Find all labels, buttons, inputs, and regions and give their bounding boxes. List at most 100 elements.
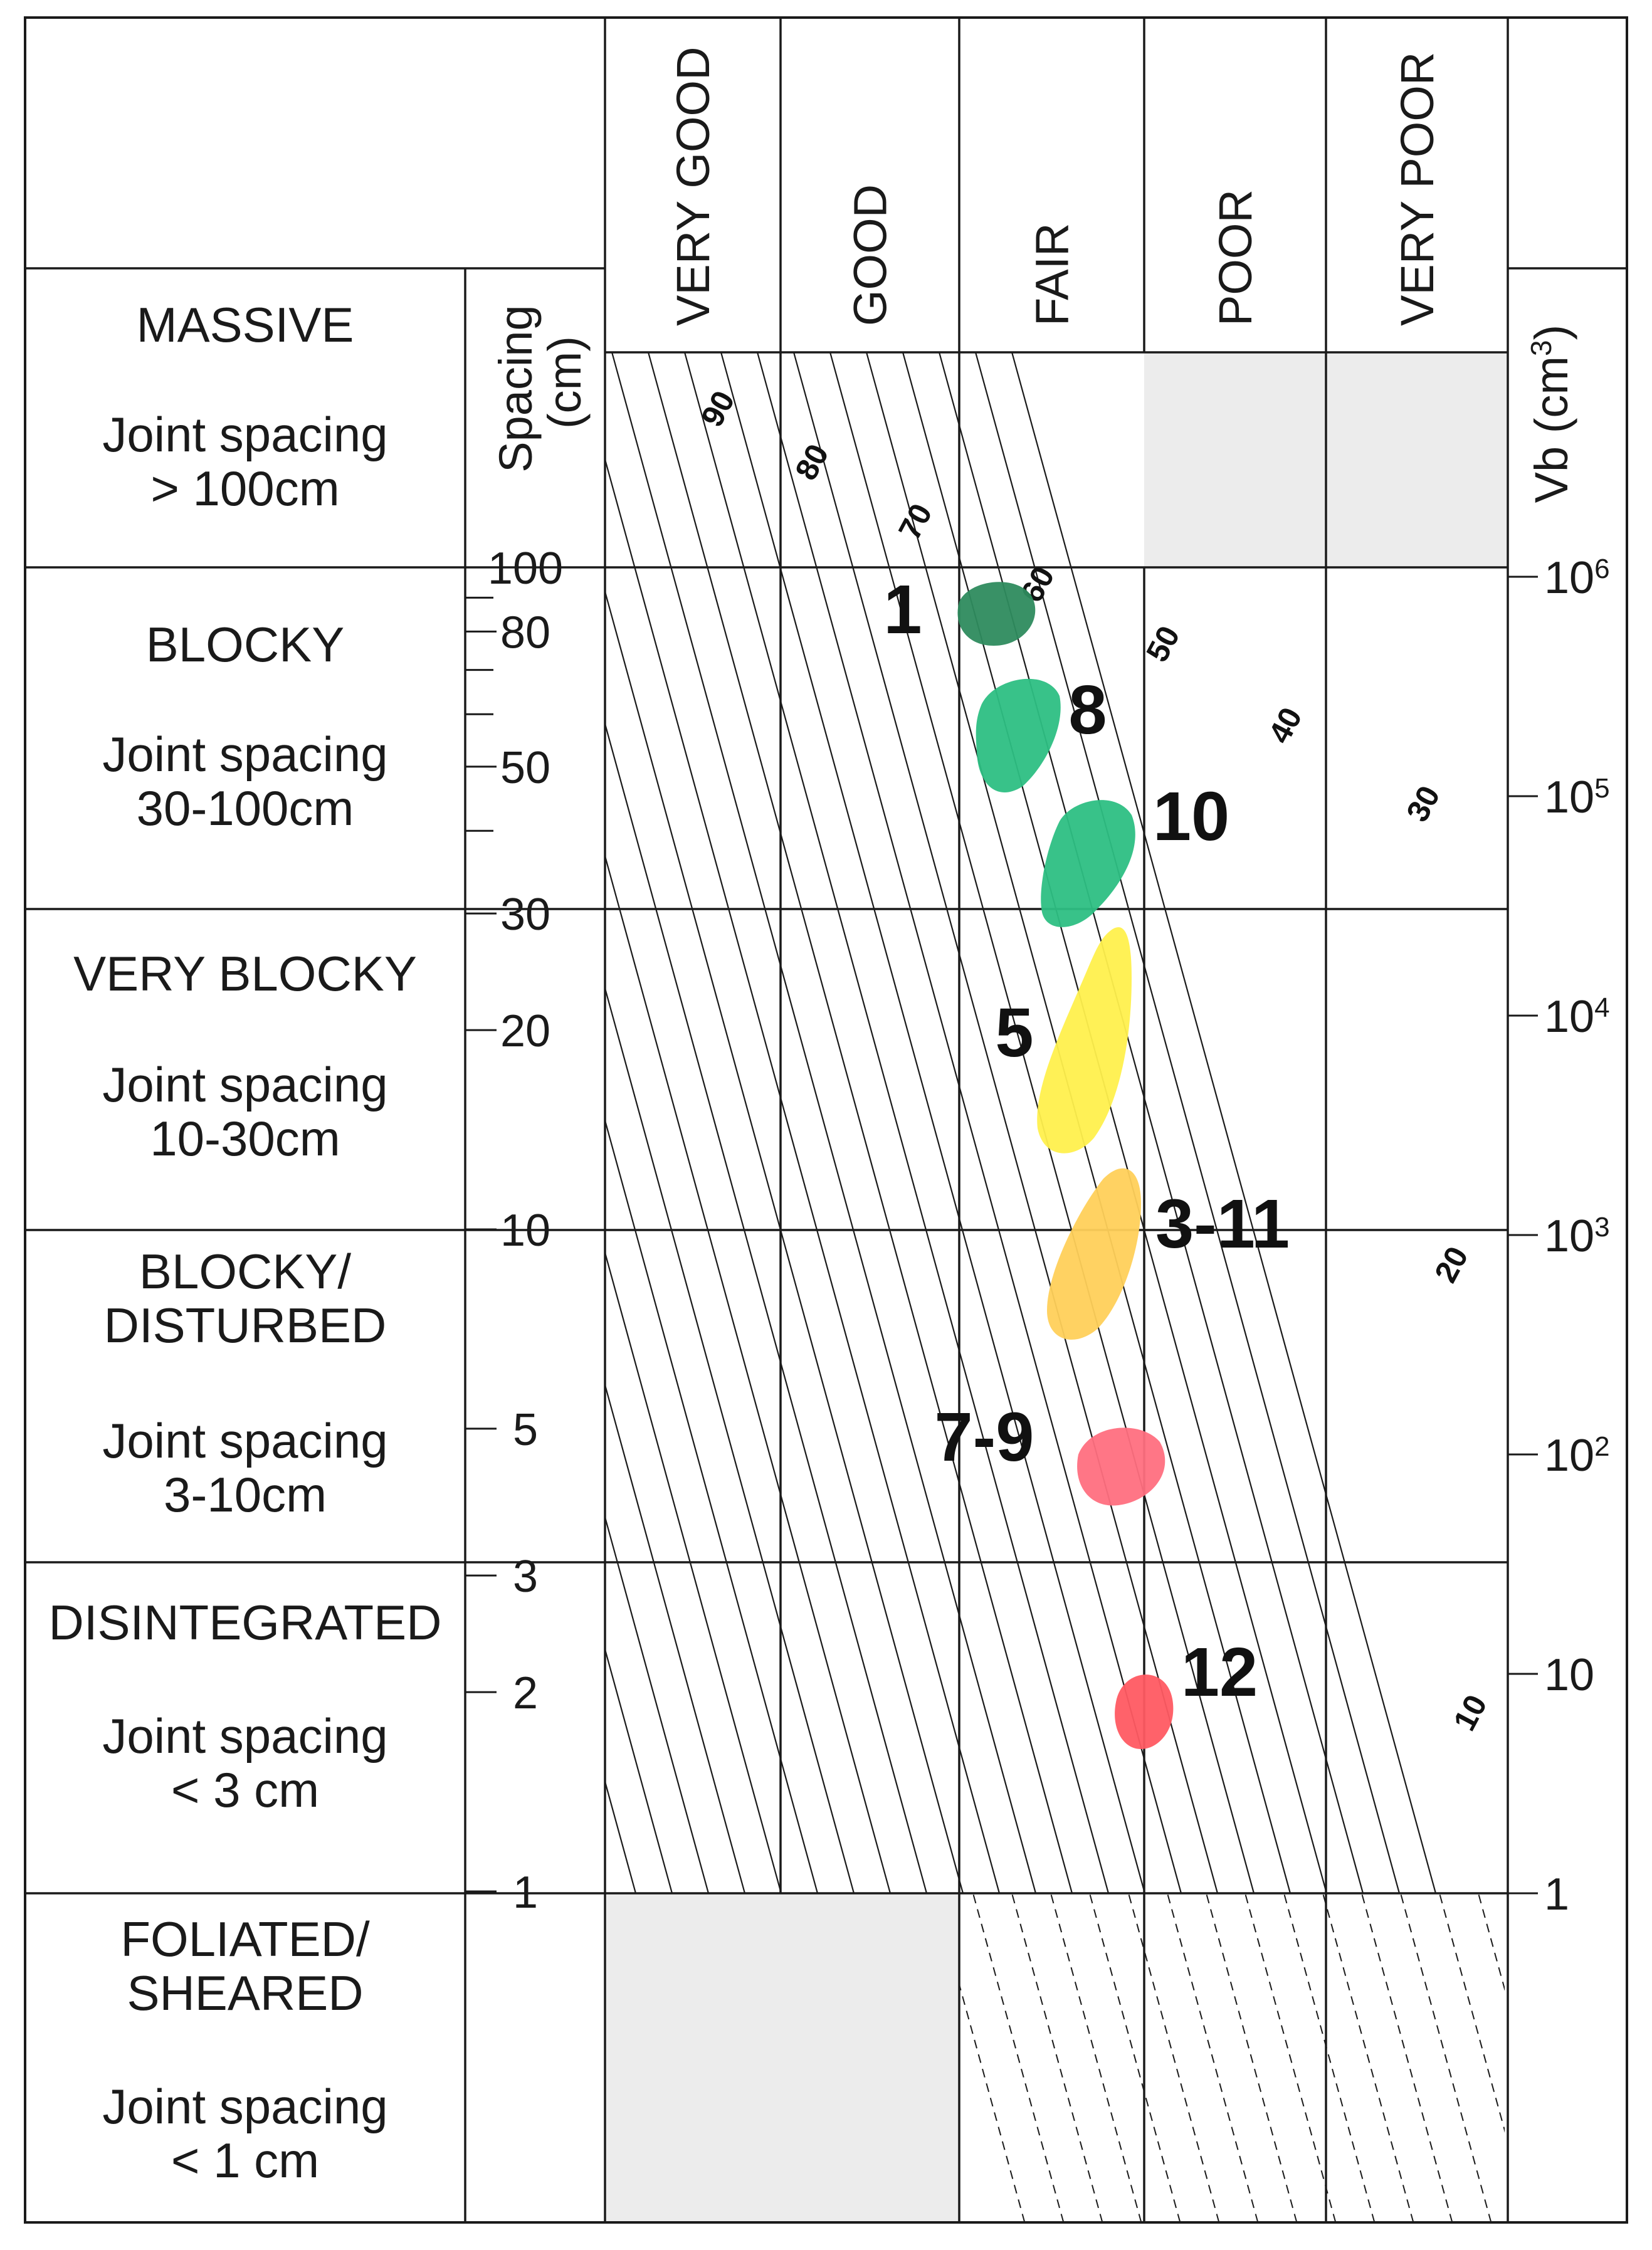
sample-point-label: 8 <box>1068 671 1107 749</box>
sample-point-label: 5 <box>995 994 1033 1071</box>
vb-axis-label: Vb (cm3) <box>1525 325 1577 503</box>
structure-class-name: DISTURBED <box>104 1298 387 1353</box>
sample-point-label: 3-11 <box>1155 1185 1290 1263</box>
gsi-contour-label: 50 <box>1139 620 1187 667</box>
dashed-hatch-line <box>1244 1893 1337 2222</box>
joint-spacing-text: Joint spacing <box>102 2079 387 2134</box>
vb-tick-label: 106 <box>1544 553 1610 603</box>
sample-point-label: 1 <box>883 571 922 648</box>
joint-spacing-text: Joint spacing <box>102 1413 387 1468</box>
surface-condition-label: VERY POOR <box>1391 52 1443 326</box>
dashed-hatch-line <box>959 1982 1026 2222</box>
spacing-tick-label: 80 <box>500 607 550 658</box>
vb-tick-label: 104 <box>1544 992 1610 1042</box>
sample-point-blob <box>957 582 1036 646</box>
sample-point-label: 7-9 <box>935 1399 1034 1476</box>
gsi-contour-label: 70 <box>892 498 939 545</box>
sample-point-blob <box>1077 1427 1165 1506</box>
spacing-tick-label: 3 <box>513 1552 538 1602</box>
structure-class-name: MASSIVE <box>137 297 354 352</box>
sample-point-label: 10 <box>1153 778 1229 855</box>
hatch-line <box>611 352 1037 1893</box>
sample-point-blob <box>1037 927 1132 1154</box>
dashed-hatch-line <box>1050 1893 1142 2222</box>
gsi-contour-label: 20 <box>1428 1241 1475 1288</box>
joint-spacing-text: < 3 cm <box>171 1762 319 1817</box>
hatch-line <box>605 352 928 1893</box>
spacing-tick-label: 30 <box>500 890 550 940</box>
joint-spacing-text: Joint spacing <box>102 407 387 462</box>
hatch-line <box>605 352 1001 1893</box>
sample-point-blob <box>976 678 1061 792</box>
joint-spacing-text: 10-30cm <box>150 1111 340 1166</box>
outer-border <box>24 16 1628 2224</box>
hatch-line <box>756 352 1182 1893</box>
structure-class-name: FOLIATED/ <box>120 1911 370 1967</box>
surface-condition-headers: VERY GOOD GOOD FAIR POOR VERY POOR <box>667 46 1443 326</box>
surface-condition-label: GOOD <box>844 184 897 326</box>
vb-tick-label: 103 <box>1544 1211 1610 1261</box>
gsi-contour-label: 90 <box>694 385 742 432</box>
dashed-hatch-line <box>1011 1893 1103 2222</box>
dashed-hatch-line <box>972 1893 1065 2222</box>
joint-spacing-text: 3-10cm <box>164 1467 327 1522</box>
spacing-axis: Spacing(cm) 100 80 50 30 20 10 5 3 2 1 <box>465 305 591 1918</box>
gsi-contour-label: 30 <box>1399 780 1447 827</box>
gsi-contour-label: 10 <box>1446 1689 1494 1736</box>
spacing-tick-label: 10 <box>500 1206 550 1256</box>
hatch-line <box>605 352 964 1893</box>
structure-class-name: SHEARED <box>127 1965 363 2021</box>
structure-class-name: DISINTEGRATED <box>49 1595 442 1650</box>
spacing-tick-label: 50 <box>500 743 550 793</box>
dashed-hatch-line <box>1478 1893 1505 1992</box>
dashed-hatch-line <box>1400 1893 1492 2222</box>
dashed-hatch-line <box>1322 1893 1414 2222</box>
joint-spacing-text: > 100cm <box>150 461 339 516</box>
spacing-tick-label: 100 <box>488 544 563 594</box>
joint-spacing-text: Joint spacing <box>102 1708 387 1764</box>
hatch-line <box>605 352 892 1893</box>
dashed-hatch-line <box>1439 1893 1505 2133</box>
joint-spacing-text: 30-100cm <box>137 781 354 836</box>
hatch-line <box>605 352 855 1893</box>
hatch-line <box>974 352 1401 1893</box>
dashed-hatch-line <box>1128 1893 1220 2222</box>
dashed-hatch-line <box>1089 1893 1181 2222</box>
dashed-hatch-line <box>1167 1893 1259 2222</box>
vb-tick-label: 10 <box>1544 1650 1594 1700</box>
spacing-axis-unit: (cm) <box>539 336 591 429</box>
dashed-hatch-line <box>1206 1893 1298 2222</box>
joint-spacing-text: Joint spacing <box>102 727 387 782</box>
hatch-line <box>902 352 1328 1893</box>
structure-class-name: VERY BLOCKY <box>73 946 417 1001</box>
spacing-tick-label: 1 <box>513 1868 538 1918</box>
dashed-hatch-line <box>1556 1893 1646 2222</box>
sample-points: 1 8 10 5 3-11 7-9 12 <box>883 571 1290 1749</box>
spacing-tick-label: 5 <box>513 1405 538 1455</box>
shaded-region-bottom-left <box>605 1893 959 2222</box>
dashed-hatch-line <box>1361 1893 1453 2222</box>
vb-tick-label: 105 <box>1544 772 1610 823</box>
gsi-contour-label: 40 <box>1261 702 1309 749</box>
sample-point-blob <box>1047 1168 1141 1340</box>
vb-tick-label: 102 <box>1544 1431 1610 1481</box>
hatch-line <box>1011 352 1437 1893</box>
spacing-axis-label: Spacing <box>490 305 542 472</box>
hatch-line <box>720 352 1146 1893</box>
hatch-line <box>605 352 746 1893</box>
hatch-line <box>792 352 1219 1893</box>
dashed-hatch-lines <box>959 1893 1652 2222</box>
dashed-hatch-line <box>1283 1893 1376 2222</box>
spacing-tick-label: 2 <box>513 1668 538 1718</box>
joint-spacing-text: < 1 cm <box>171 2133 319 2188</box>
sample-point-blob <box>1115 1674 1174 1749</box>
structure-class-name: BLOCKY/ <box>139 1244 351 1299</box>
dashed-hatch-line <box>1595 1893 1652 2222</box>
hatch-line <box>605 352 782 1893</box>
vb-tick-label: 1 <box>1544 1869 1569 1920</box>
dashed-hatch-line <box>1517 1893 1607 2222</box>
